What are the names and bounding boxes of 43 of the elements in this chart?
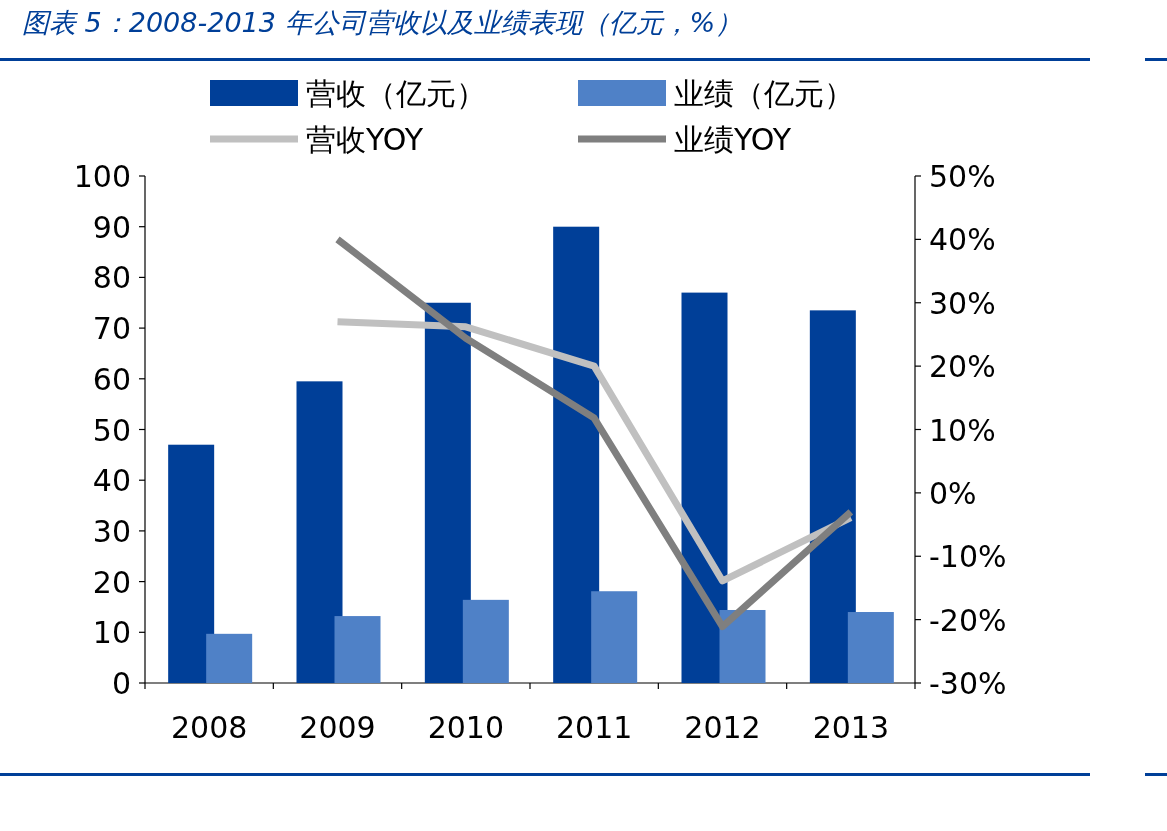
y-tick-label: 70: [92, 311, 131, 347]
y2-tick-label: 40%: [929, 222, 996, 258]
bar: [553, 226, 600, 683]
y2-tick-label: 30%: [929, 285, 996, 321]
x-tick-label: 2011: [555, 710, 633, 745]
y2-tick-label: -10%: [929, 539, 1007, 575]
y-tick-label: 40: [92, 463, 131, 499]
y-tick-label: 20: [92, 564, 131, 600]
legend-label: 营收YOY: [306, 122, 424, 157]
bar: [809, 310, 856, 683]
x-tick-label: 2010: [427, 710, 505, 745]
y2-tick-label: -30%: [929, 666, 1007, 701]
y-tick-label: 10: [92, 615, 131, 651]
bar: [424, 302, 471, 683]
y-tick-label: 90: [92, 209, 131, 245]
y2-tick-label: 10%: [929, 412, 996, 448]
y-tick-label: 50: [92, 412, 131, 448]
bar: [719, 609, 766, 683]
legend-label: 营收（亿元）: [306, 76, 486, 111]
chart-title: 图表 5：2008-2013 年公司营收以及业绩表现（亿元，%）: [22, 7, 743, 38]
y2-tick-label: -20%: [929, 602, 1007, 638]
legend-label: 业绩（亿元）: [674, 76, 854, 111]
y-tick-label: 30: [92, 513, 131, 549]
y-tick-label: 100: [73, 159, 131, 194]
y-tick-label: 60: [92, 361, 131, 397]
bar: [681, 292, 728, 683]
y2-tick-label: 0%: [929, 475, 977, 511]
bar: [168, 444, 215, 683]
bar: [591, 591, 638, 683]
bar: [334, 616, 381, 683]
x-tick-label: 2008: [170, 710, 248, 745]
y-tick-label: 0: [111, 666, 131, 701]
x-tick-label: 2013: [812, 710, 890, 745]
x-tick-label: 2012: [684, 710, 761, 745]
x-tick-label: 2009: [299, 710, 376, 745]
legend-label: 业绩YOY: [674, 122, 792, 157]
y2-tick-label: 50%: [929, 159, 996, 194]
bar: [296, 381, 343, 683]
y2-tick-label: 20%: [929, 349, 996, 385]
bar: [847, 612, 894, 683]
bar: [206, 633, 253, 683]
bar: [462, 599, 509, 683]
y-tick-label: 80: [92, 260, 131, 296]
